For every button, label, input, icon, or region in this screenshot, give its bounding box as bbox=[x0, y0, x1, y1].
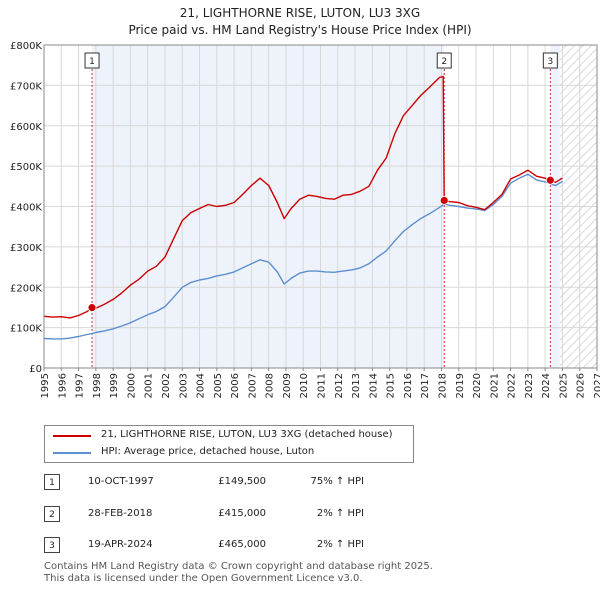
x-tick-label: 2002 bbox=[161, 373, 172, 398]
x-tick-label: 2018 bbox=[437, 373, 448, 398]
x-tick-label: 2017 bbox=[420, 373, 431, 398]
sale-hpi-change: 2% ↑ HPI bbox=[316, 508, 364, 519]
y-tick-label: £0 bbox=[29, 364, 42, 375]
x-tick-label: 2021 bbox=[489, 373, 500, 398]
x-tick-label: 2001 bbox=[144, 373, 155, 398]
x-tick-label: 2022 bbox=[507, 373, 518, 398]
sale-label-box-3 bbox=[542, 52, 558, 69]
sale-price: £415,000 bbox=[218, 508, 266, 519]
legend-swatch-property bbox=[53, 435, 91, 437]
sale-label-2: 2 bbox=[441, 57, 447, 67]
x-tick-label: 2007 bbox=[247, 373, 258, 398]
sale-price: £149,500 bbox=[218, 476, 266, 487]
sale-hpi-change: 75% ↑ HPI bbox=[310, 476, 364, 487]
x-tick-label: 2013 bbox=[351, 373, 362, 398]
price-chart: 1 2 3 £0 £100K £200K £300K £400K £500K £600K £700… bbox=[10, 41, 600, 398]
sale-date: 28-FEB-2018 bbox=[88, 508, 153, 519]
hpi-line bbox=[43, 173, 563, 340]
x-tick-label: 1997 bbox=[75, 373, 86, 398]
sale-label-1: 1 bbox=[89, 57, 95, 67]
x-tick-label: 2020 bbox=[472, 373, 483, 398]
y-tick-label: £300K bbox=[10, 243, 42, 254]
x-tick-label: 2024 bbox=[541, 373, 552, 398]
x-tick-label: 2012 bbox=[334, 373, 345, 398]
x-tick-label: 2009 bbox=[282, 373, 293, 398]
sale-row-1: 1 10-OCT-1997 £149,500 75% ↑ HPI bbox=[44, 474, 464, 492]
sale-price: £465,000 bbox=[218, 539, 266, 550]
x-tick-label: 1998 bbox=[92, 373, 103, 398]
sale-date: 19-APR-2024 bbox=[88, 539, 153, 550]
y-tick-label: £100K bbox=[10, 324, 42, 335]
legend-label-property: 21, LIGHTHORNE RISE, LUTON, LU3 3XG (det… bbox=[101, 429, 393, 440]
y-tick-label: £500K bbox=[10, 162, 42, 173]
x-tick-label: 2019 bbox=[455, 373, 466, 398]
sale-date: 10-OCT-1997 bbox=[88, 476, 154, 487]
sale-hpi-change: 2% ↑ HPI bbox=[316, 539, 364, 550]
chart-subtitle: Price paid vs. HM Land Registry's House … bbox=[128, 23, 472, 37]
sale-label-3: 3 bbox=[547, 57, 553, 67]
sale-number-badge: 1 bbox=[44, 474, 60, 490]
y-tick-label: £400K bbox=[10, 203, 42, 214]
sale-point-2 bbox=[439, 196, 449, 205]
legend-label-hpi: HPI: Average price, detached house, Luto… bbox=[101, 446, 315, 457]
y-tick-label: £800K bbox=[10, 41, 42, 52]
y-tick-label: £200K bbox=[10, 283, 42, 294]
x-tick-label: 2004 bbox=[196, 373, 207, 398]
sale-label-box-1 bbox=[84, 52, 100, 69]
x-tick-label: 1999 bbox=[109, 373, 120, 398]
property-price-line bbox=[43, 75, 563, 319]
x-tick-label: 2005 bbox=[213, 373, 224, 398]
x-tick-label: 2016 bbox=[403, 373, 414, 398]
chart-title: 21, LIGHTHORNE RISE, LUTON, LU3 3XG bbox=[179, 6, 421, 20]
sale-row-3: 3 19-APR-2024 £465,000 2% ↑ HPI bbox=[44, 537, 464, 555]
sale-point-1 bbox=[87, 303, 97, 313]
legend-swatch-hpi bbox=[53, 452, 91, 454]
x-tick-label: 1996 bbox=[57, 373, 68, 398]
footer-copyright: Contains HM Land Registry data © Crown c… bbox=[44, 561, 433, 572]
sale-row-2: 2 28-FEB-2018 £415,000 2% ↑ HPI bbox=[44, 506, 464, 524]
footer-licence: This data is licensed under the Open Gov… bbox=[44, 573, 363, 584]
x-tick-label: 2014 bbox=[368, 373, 379, 398]
x-tick-label: 2008 bbox=[265, 373, 276, 398]
sale-point-3 bbox=[545, 175, 555, 185]
y-tick-label: £600K bbox=[10, 122, 42, 133]
x-tick-label: 2026 bbox=[576, 373, 587, 398]
x-tick-label: 2006 bbox=[230, 373, 241, 398]
sale-number-badge: 2 bbox=[44, 506, 60, 522]
x-tick-label: 2027 bbox=[593, 373, 600, 398]
legend: 21, LIGHTHORNE RISE, LUTON, LU3 3XG (det… bbox=[44, 425, 414, 463]
x-tick-label: 2010 bbox=[299, 373, 310, 398]
x-tick-label: 2003 bbox=[178, 373, 189, 398]
x-tick-label: 1995 bbox=[40, 373, 51, 398]
x-tick-label: 2023 bbox=[524, 373, 535, 398]
x-tick-label: 2000 bbox=[126, 373, 137, 398]
sale-label-box-2 bbox=[436, 52, 452, 69]
sale-number-badge: 3 bbox=[44, 537, 60, 553]
x-tick-label: 2011 bbox=[317, 373, 328, 398]
x-tick-label: 2015 bbox=[386, 373, 397, 398]
x-tick-label: 2025 bbox=[558, 373, 569, 398]
y-tick-label: £700K bbox=[10, 81, 42, 92]
